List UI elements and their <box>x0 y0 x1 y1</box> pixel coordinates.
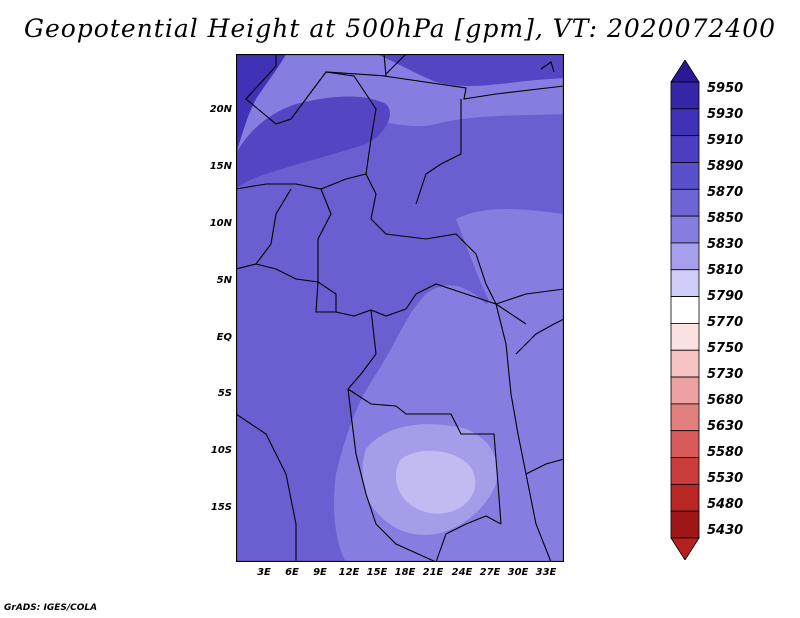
lat-label: 15N <box>209 161 232 172</box>
colorbar-box <box>670 403 700 432</box>
colorbar-label: 5580 <box>707 445 744 460</box>
colorbar-box <box>670 349 700 378</box>
colorbar-box <box>670 135 700 163</box>
colorbar-label: 5730 <box>707 367 744 382</box>
contour-fill-5910 <box>236 54 564 86</box>
colorbar-label: 5890 <box>707 159 744 174</box>
colorbar-label: 5530 <box>707 471 744 486</box>
country-borders <box>236 54 564 562</box>
colorbar-label: 5850 <box>707 211 744 226</box>
contour-fill-5890 <box>236 96 390 189</box>
colorbar-box <box>670 457 700 485</box>
colorbar-box <box>670 510 700 539</box>
lon-label: 27E <box>479 567 501 578</box>
grads-credit: GrADS: IGES/COLA <box>4 603 98 613</box>
lat-label: 20N <box>209 104 232 115</box>
contour-fill-5810 <box>395 450 476 514</box>
lon-label: 9E <box>313 567 327 578</box>
lat-label: 5S <box>217 388 232 399</box>
colorbar-box <box>670 108 700 137</box>
colorbar-label: 5480 <box>707 497 744 512</box>
map-frame <box>236 54 564 562</box>
lon-label: 18E <box>394 567 416 578</box>
lon-label: 3E <box>257 567 271 578</box>
lon-label: 33E <box>535 567 557 578</box>
lat-label: 10S <box>210 445 232 456</box>
lat-label: 5N <box>216 275 232 286</box>
colorbar-label: 5750 <box>707 341 744 356</box>
colorbar-label: 5930 <box>707 107 744 122</box>
colorbar-box <box>670 430 700 458</box>
plot-title: Geopotential Height at 500hPa [gpm], VT:… <box>23 14 777 43</box>
colorbar-box <box>670 162 700 190</box>
colorbar-box <box>670 242 700 271</box>
colorbar-bottom-triangle <box>670 537 700 560</box>
colorbar-top-triangle <box>670 60 700 83</box>
geopotential-map <box>236 54 564 562</box>
lon-label: 6E <box>285 567 299 578</box>
colorbar-box <box>670 81 700 110</box>
colorbar-box <box>670 376 700 405</box>
colorbar-label: 5950 <box>707 81 744 96</box>
colorbar-box <box>670 296 700 324</box>
colorbar-label: 5430 <box>707 523 744 538</box>
lon-label: 30E <box>507 567 529 578</box>
colorbar-label: 5810 <box>707 263 744 278</box>
lat-label: 10N <box>209 218 232 229</box>
colorbar-box <box>670 188 700 217</box>
lon-label: 21E <box>422 567 444 578</box>
colorbar-box <box>670 323 700 351</box>
colorbar-box <box>670 483 700 512</box>
colorbar <box>670 60 700 560</box>
lon-label: 12E <box>338 567 360 578</box>
colorbar-label: 5870 <box>707 185 744 200</box>
contour-fill-5930 <box>236 54 286 154</box>
colorbar-label: 5910 <box>707 133 744 148</box>
colorbar-box <box>670 215 700 244</box>
colorbar-label: 5680 <box>707 393 744 408</box>
contour-fill-5890-sw <box>236 394 341 562</box>
colorbar-label: 5770 <box>707 315 744 330</box>
colorbar-label: 5790 <box>707 289 744 304</box>
lat-label: EQ <box>216 332 232 343</box>
lon-label: 15E <box>366 567 388 578</box>
lon-label: 24E <box>451 567 473 578</box>
colorbar-box <box>670 269 700 297</box>
colorbar-label: 5630 <box>707 419 744 434</box>
colorbar-label: 5830 <box>707 237 744 252</box>
lat-label: 15S <box>210 502 232 513</box>
